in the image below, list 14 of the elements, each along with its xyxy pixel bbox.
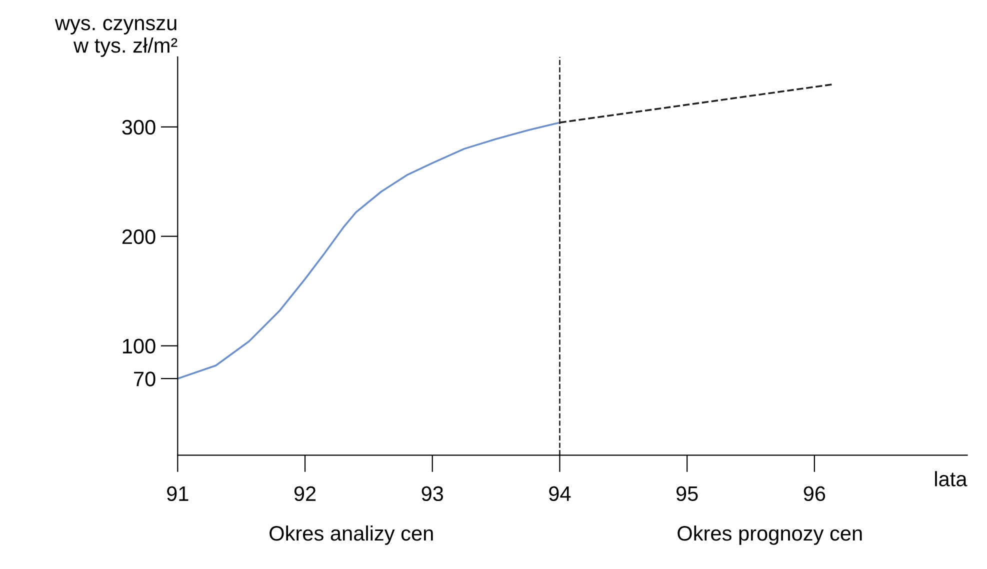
text: Okres prognozy cen (678, 525, 862, 545)
y-axis-title: wys. czynszu w tys. zł/m² (54, 18, 178, 57)
x-tick-label: 94 (549, 486, 571, 502)
y-tick-label: 300 (122, 120, 156, 135)
x-tick-label: 93 (422, 486, 444, 502)
x-tick-label: 96 (804, 486, 826, 502)
text: Okres analizy cen (270, 525, 433, 545)
x-axis-title: lata (935, 471, 968, 486)
y-tick-label: 100 (122, 338, 156, 354)
x-tick-label: 92 (294, 486, 316, 502)
y-tick-label: 70 (134, 372, 156, 386)
x-tick-label: 91 (167, 486, 188, 502)
x-tick-label: 95 (676, 486, 698, 502)
y-tick-label: 200 (122, 229, 156, 244)
